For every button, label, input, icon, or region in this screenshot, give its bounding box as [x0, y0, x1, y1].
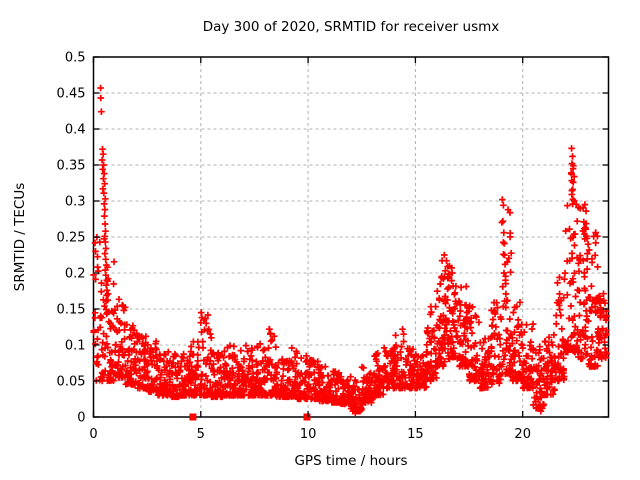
x-axis-label: GPS time / hours: [294, 453, 408, 469]
axis-ticks: [92, 56, 609, 418]
svg-text:0.4: 0.4: [65, 123, 86, 138]
svg-text:0.25: 0.25: [57, 231, 86, 246]
svg-text:0.2: 0.2: [65, 267, 86, 282]
svg-text:0.05: 0.05: [57, 375, 86, 390]
svg-text:0.35: 0.35: [57, 159, 86, 174]
scatter-series: [90, 84, 610, 416]
svg-text:0.5: 0.5: [65, 51, 86, 66]
svg-text:5: 5: [197, 427, 205, 442]
svg-text:0: 0: [89, 427, 97, 442]
svg-text:15: 15: [407, 427, 424, 442]
svg-text:0.1: 0.1: [65, 339, 86, 354]
y-axis-label: SRMTID / TECUs: [12, 182, 28, 292]
y-tick-labels: 0 0.05 0.1 0.15 0.2 0.25 0.3 0.35 0.4 0.45 0.5: [57, 51, 86, 426]
svg-text:0.45: 0.45: [57, 87, 86, 102]
svg-text:0: 0: [77, 411, 85, 426]
svg-text:10: 10: [300, 427, 317, 442]
square-markers: [189, 413, 311, 421]
svg-text:20: 20: [514, 427, 531, 442]
svg-text:0.3: 0.3: [65, 195, 86, 210]
x-tick-labels: 0 5 10 15 20: [89, 427, 531, 442]
svg-text:0.15: 0.15: [57, 303, 86, 318]
chart-title: Day 300 of 2020, SRMTID for receiver usm…: [202, 19, 500, 35]
